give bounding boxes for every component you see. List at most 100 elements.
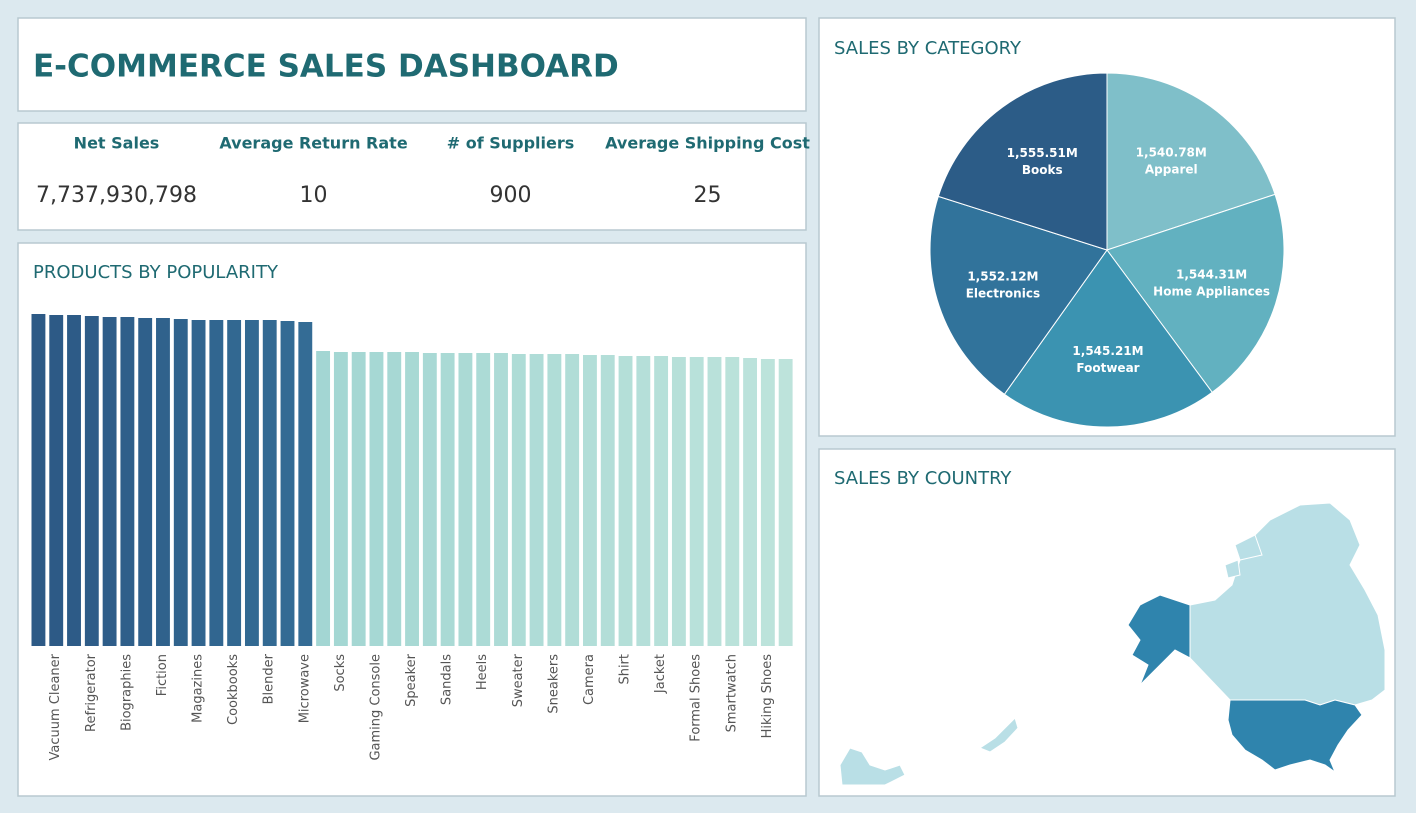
bar — [583, 355, 597, 646]
bar — [565, 354, 580, 646]
bar — [476, 353, 491, 646]
bar — [387, 352, 402, 646]
kpi-value: 10 — [300, 183, 328, 208]
bar — [209, 320, 224, 646]
bar — [120, 317, 135, 646]
slice-value-label: 1,544.31M — [1176, 268, 1247, 282]
bar — [84, 316, 99, 646]
x-tick-label: Speaker — [404, 653, 419, 707]
x-tick-label: Shirt — [618, 654, 633, 685]
x-tick-label: Hiking Shoes — [760, 654, 775, 739]
x-tick-label: Blender — [262, 653, 277, 704]
indonesia — [839, 747, 906, 786]
pie-slice — [1003, 249, 1213, 428]
bar — [529, 354, 544, 646]
bar — [262, 320, 277, 646]
x-tick-label: Camera — [582, 654, 597, 705]
bar — [227, 320, 242, 646]
pie-slice — [1106, 72, 1276, 251]
bar — [173, 319, 188, 646]
bar — [138, 318, 153, 646]
x-tick-label: Cookbooks — [226, 654, 241, 725]
pie-slice — [1106, 193, 1285, 394]
x-tick-label: Magazines — [191, 654, 206, 723]
bar — [760, 359, 775, 646]
slice-value-label: 1,545.21M — [1072, 344, 1143, 358]
x-tick-label: Heels — [475, 654, 490, 690]
bar — [511, 354, 526, 646]
bar — [725, 357, 740, 646]
alaska — [1127, 594, 1191, 686]
bar — [547, 354, 562, 646]
usa — [1227, 699, 1363, 774]
bar — [67, 315, 81, 646]
kpi-label: Average Return Rate — [219, 134, 407, 153]
bar — [600, 355, 615, 646]
kpi-value: 7,737,930,798 — [36, 183, 197, 208]
bar — [156, 318, 170, 646]
slice-category-label: Apparel — [1145, 163, 1198, 177]
x-tick-label: Sweater — [511, 653, 526, 707]
bar — [494, 353, 508, 646]
x-tick-label: Fiction — [155, 654, 170, 696]
x-tick-label: Refrigerator — [84, 653, 99, 732]
slice-value-label: 1,552.12M — [967, 269, 1038, 283]
bar — [316, 351, 331, 646]
bar — [369, 352, 384, 646]
pie-slice — [929, 195, 1108, 395]
bar — [298, 322, 313, 646]
slice-category-label: Home Appliances — [1153, 285, 1270, 299]
kpi-label: # of Suppliers — [447, 134, 575, 153]
bar — [778, 359, 793, 646]
slice-category-label: Footwear — [1076, 361, 1139, 375]
bar — [671, 357, 686, 646]
bar — [31, 314, 46, 646]
x-tick-label: Gaming Console — [368, 654, 383, 761]
x-tick-label: Biographies — [119, 654, 134, 731]
slice-category-label: Electronics — [966, 286, 1040, 300]
x-tick-label: Vacuum Cleaner — [48, 653, 63, 760]
map-title: SALES BY COUNTRY — [834, 468, 1012, 489]
chart-title: SALES BY CATEGORY — [834, 38, 1022, 59]
kpi-panel — [17, 122, 807, 231]
japan — [978, 717, 1019, 753]
x-tick-label: Socks — [333, 654, 348, 692]
kpi-value: 25 — [694, 183, 722, 208]
bar — [654, 356, 669, 646]
bar — [618, 356, 633, 646]
map — [839, 502, 1386, 786]
bar — [422, 353, 437, 646]
bar — [405, 352, 419, 646]
x-tick-label: Microwave — [297, 654, 312, 723]
bar — [707, 357, 722, 646]
x-tick-label: Formal Shoes — [689, 654, 704, 742]
slice-value-label: 1,555.51M — [1007, 146, 1078, 160]
bar — [102, 317, 117, 646]
title-panel — [17, 17, 807, 112]
canada-islands — [1224, 534, 1263, 579]
bar — [49, 315, 64, 646]
bar — [689, 357, 704, 646]
slice-category-label: Books — [1022, 163, 1063, 177]
bar — [333, 352, 348, 646]
bar — [280, 321, 295, 646]
kpi-value: 900 — [490, 183, 532, 208]
bar — [458, 353, 473, 646]
x-tick-label: Sneakers — [546, 654, 561, 714]
slice-value-label: 1,540.78M — [1136, 146, 1207, 160]
bar — [636, 356, 651, 646]
kpi-label: Net Sales — [74, 134, 160, 153]
bar — [244, 320, 259, 646]
bar — [351, 352, 366, 646]
bar — [440, 353, 455, 646]
kpi-label: Average Shipping Cost — [605, 134, 810, 153]
x-tick-label: Sandals — [440, 654, 455, 705]
dashboard-title: E-COMMERCE SALES DASHBOARD — [33, 49, 619, 85]
pie-slice — [937, 72, 1108, 251]
chart-title: PRODUCTS BY POPULARITY — [33, 262, 279, 283]
x-tick-label: Jacket — [653, 654, 668, 694]
x-tick-label: Smartwatch — [724, 654, 739, 732]
bar — [743, 358, 758, 646]
bar — [191, 320, 206, 646]
